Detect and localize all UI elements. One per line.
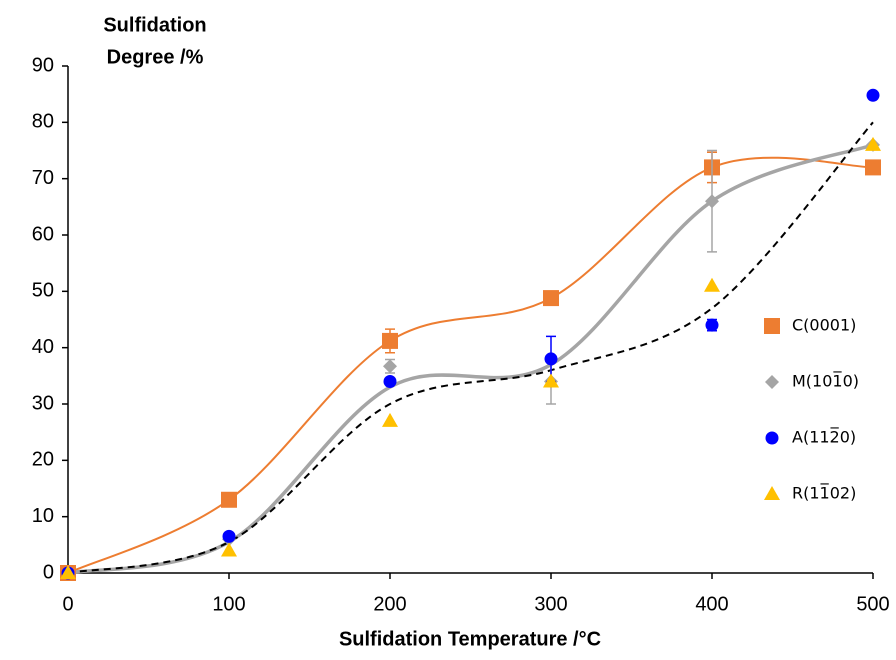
trend-curve	[67, 121, 874, 574]
legend-label: C(0001)	[792, 316, 856, 335]
x-tick-label: 200	[373, 593, 406, 615]
y-tick-label: 30	[32, 392, 54, 414]
marker	[383, 374, 397, 388]
marker	[221, 542, 237, 557]
marker	[382, 412, 398, 427]
y-axis-title: Sulfidation	[103, 14, 206, 36]
x-tick-label: 500	[856, 593, 889, 615]
marker	[221, 491, 237, 508]
marker	[60, 565, 76, 579]
x-tick-label: 400	[695, 593, 728, 615]
y-tick-label: 40	[32, 336, 54, 358]
y-axis-title: Degree /%	[107, 46, 204, 68]
marker	[866, 88, 880, 102]
marker	[704, 277, 720, 292]
legend-marker	[764, 486, 780, 500]
marker	[865, 136, 881, 151]
legend-marker	[764, 318, 780, 334]
x-tick-label: 0	[62, 593, 73, 615]
y-tick-label: 70	[32, 167, 54, 189]
legend-label: M(101̅0)	[792, 372, 859, 391]
marker	[865, 159, 881, 176]
y-tick-label: 80	[32, 111, 54, 133]
marker	[544, 352, 558, 366]
marker	[705, 194, 719, 209]
marker	[222, 529, 236, 543]
y-tick-label: 10	[32, 505, 54, 527]
marker	[543, 290, 559, 307]
trend-curve	[67, 156, 874, 574]
y-tick-label: 60	[32, 223, 54, 245]
y-tick-label: 0	[43, 561, 54, 583]
legend-marker	[765, 375, 779, 389]
x-tick-label: 300	[534, 593, 567, 615]
x-axis-title: Sulfidation Temperature /°C	[339, 628, 601, 650]
legend-marker	[765, 431, 779, 445]
legend-label: R(11̅02)	[792, 484, 856, 503]
y-tick-label: 90	[32, 54, 54, 76]
trend-curve	[67, 143, 874, 575]
marker	[382, 332, 398, 349]
marker	[383, 359, 397, 374]
y-tick-label: 50	[32, 280, 54, 302]
y-tick-label: 20	[32, 449, 54, 471]
marker	[543, 373, 559, 388]
x-tick-label: 100	[212, 593, 245, 615]
legend-label: A(112̅0)	[792, 428, 856, 447]
marker	[705, 318, 719, 332]
